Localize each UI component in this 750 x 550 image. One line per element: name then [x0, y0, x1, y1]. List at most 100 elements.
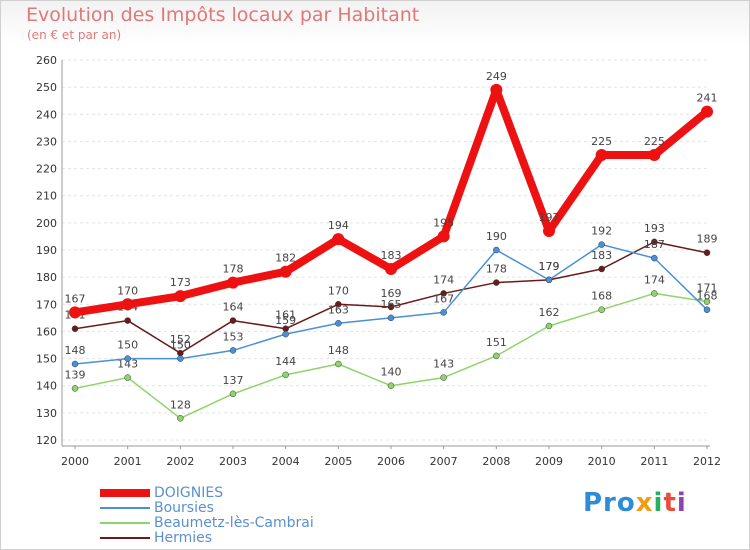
data-label-beaumetz-l-s-cambrai: 151 — [486, 336, 507, 349]
data-label-doignies: 170 — [117, 284, 138, 297]
data-label-boursies: 192 — [591, 225, 612, 238]
data-label-hermies: 164 — [223, 301, 244, 314]
data-label-doignies: 178 — [223, 263, 244, 276]
chart-subtitle: (en € et par an) — [27, 28, 122, 42]
data-label-hermies: 169 — [381, 287, 402, 300]
data-point-doignies — [279, 265, 292, 278]
data-label-hermies: 161 — [275, 309, 296, 322]
data-label-boursies: 179 — [539, 260, 560, 273]
data-label-boursies: 190 — [486, 230, 507, 243]
data-point-boursies — [229, 347, 237, 354]
data-point-doignies — [701, 105, 713, 118]
legend-item-beaumetz: Beaumetz-lès-Cambrai — [100, 516, 314, 530]
data-point-beaumetz-l-s-cambrai — [493, 352, 500, 360]
data-label-hermies: 174 — [433, 273, 454, 286]
data-point-doignies — [437, 230, 450, 243]
legend-item-doignies: DOIGNIES — [100, 486, 223, 500]
data-point-doignies — [648, 149, 661, 161]
y-tick-label: 180 — [36, 271, 57, 284]
y-tick-label: 210 — [36, 190, 57, 203]
legend-item-hermies: Hermies — [100, 531, 212, 545]
data-label-beaumetz-l-s-cambrai: 139 — [65, 368, 86, 381]
legend-label-hermies: Hermies — [154, 530, 213, 546]
x-tick-label: 2006 — [377, 455, 405, 468]
data-label-hermies: 183 — [591, 249, 612, 262]
data-label-beaumetz-l-s-cambrai: 144 — [275, 355, 296, 368]
data-point-doignies — [332, 233, 345, 246]
data-point-beaumetz-l-s-cambrai — [335, 360, 342, 368]
y-tick-label: 250 — [36, 81, 57, 94]
data-point-beaumetz-l-s-cambrai — [598, 306, 605, 313]
x-tick-label: 2002 — [166, 455, 194, 468]
data-label-boursies: 150 — [170, 339, 191, 352]
y-tick-label: 220 — [36, 163, 57, 176]
data-point-doignies — [69, 306, 81, 319]
data-label-hermies: 178 — [486, 263, 507, 276]
data-label-boursies: 167 — [433, 292, 454, 305]
data-point-doignies — [543, 225, 555, 237]
x-tick-label: 2007 — [430, 455, 458, 468]
data-point-hermies — [71, 325, 79, 332]
data-label-doignies: 183 — [381, 249, 402, 262]
y-tick-label: 240 — [36, 108, 57, 121]
data-point-hermies — [440, 290, 447, 297]
y-tick-label: 170 — [36, 298, 57, 311]
data-label-beaumetz-l-s-cambrai: 148 — [328, 344, 349, 357]
data-point-hermies — [493, 279, 500, 286]
data-point-boursies — [440, 309, 447, 316]
data-point-beaumetz-l-s-cambrai — [177, 415, 184, 422]
data-point-boursies — [545, 276, 553, 284]
data-label-hermies: 170 — [328, 284, 349, 297]
data-label-hermies: 189 — [697, 233, 718, 246]
data-point-beaumetz-l-s-cambrai — [703, 298, 711, 305]
data-point-boursies — [598, 241, 605, 248]
data-label-doignies: 167 — [65, 292, 86, 305]
data-point-beaumetz-l-s-cambrai — [124, 374, 131, 381]
data-label-boursies: 168 — [697, 290, 718, 303]
data-label-doignies: 241 — [697, 92, 718, 105]
data-label-doignies: 197 — [539, 211, 560, 224]
y-tick-label: 160 — [36, 325, 57, 338]
x-tick-label: 2004 — [272, 455, 300, 468]
data-label-boursies: 165 — [381, 298, 402, 311]
data-label-beaumetz-l-s-cambrai: 143 — [433, 358, 454, 371]
legend-label-boursies: Boursies — [154, 500, 214, 516]
data-point-beaumetz-l-s-cambrai — [282, 371, 289, 379]
data-label-doignies: 225 — [591, 135, 612, 148]
legend-swatch-beaumetz — [100, 522, 150, 524]
x-tick-label: 2008 — [482, 455, 510, 468]
data-point-boursies — [703, 306, 711, 313]
legend-swatch-boursies — [100, 507, 150, 509]
legend-item-boursies: Boursies — [100, 501, 214, 515]
data-point-doignies — [174, 290, 187, 303]
data-point-hermies — [335, 301, 342, 308]
data-point-boursies — [493, 246, 500, 254]
data-label-doignies: 249 — [486, 70, 507, 83]
data-label-boursies: 159 — [275, 314, 296, 327]
data-point-hermies — [229, 317, 237, 324]
x-tick-label: 2011 — [640, 455, 668, 468]
chart-title: Evolution des Impôts locaux par Habitant — [26, 4, 420, 26]
data-point-doignies — [227, 276, 239, 289]
legend-label-beaumetz: Beaumetz-lès-Cambrai — [154, 515, 314, 531]
data-point-boursies — [124, 355, 131, 362]
y-tick-label: 140 — [36, 380, 57, 393]
data-point-boursies — [71, 360, 79, 368]
data-label-beaumetz-l-s-cambrai: 162 — [539, 306, 560, 319]
data-label-boursies: 153 — [223, 330, 244, 343]
data-point-beaumetz-l-s-cambrai — [229, 390, 237, 398]
y-tick-label: 150 — [36, 353, 57, 366]
data-point-boursies — [335, 320, 342, 327]
data-label-boursies: 148 — [65, 344, 86, 357]
data-point-hermies — [703, 249, 711, 256]
x-tick-label: 2003 — [219, 455, 247, 468]
data-label-doignies: 173 — [170, 276, 191, 289]
data-label-beaumetz-l-s-cambrai: 143 — [117, 358, 138, 371]
x-tick-label: 2010 — [588, 455, 616, 468]
y-tick-label: 130 — [36, 407, 57, 420]
y-tick-label: 230 — [36, 135, 57, 148]
data-point-beaumetz-l-s-cambrai — [545, 322, 553, 330]
data-point-hermies — [598, 265, 605, 273]
data-point-boursies — [651, 254, 658, 262]
